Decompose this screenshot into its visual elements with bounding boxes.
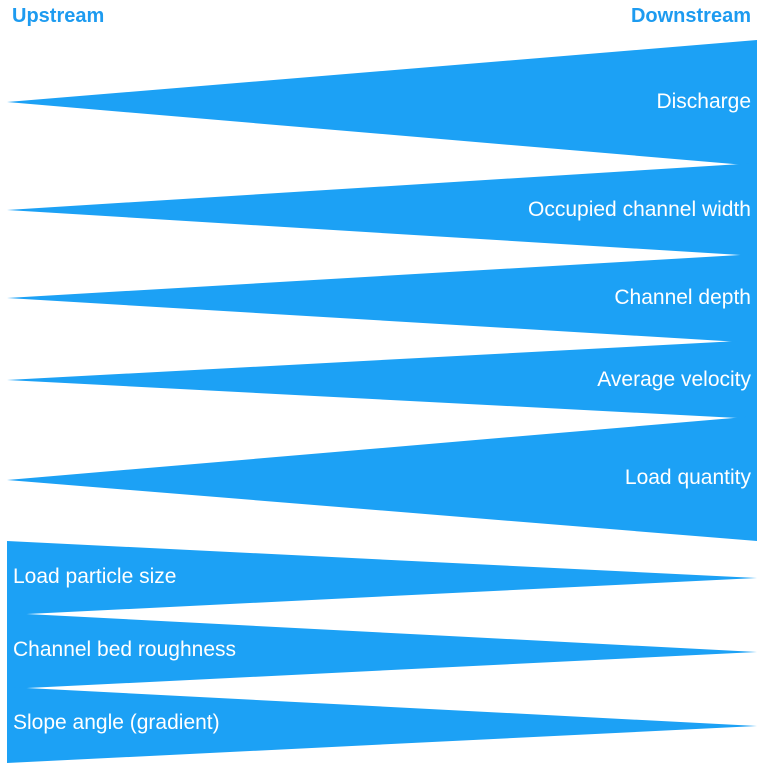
wedge-channel-depth: Channel depth (7, 254, 757, 343)
wedge-occupied-channel-width: Occupied channel width (7, 163, 757, 256)
wedge-load-quantity: Load quantity (7, 416, 757, 541)
wedge-channel-depth-shape (7, 254, 757, 343)
wedge-channel-depth-label: Channel depth (614, 286, 751, 309)
wedge-occupied-channel-width-shape (7, 163, 757, 256)
wedge-occupied-channel-width-label: Occupied channel width (528, 198, 751, 221)
wedge-load-quantity-label: Load quantity (625, 466, 752, 489)
wedge-slope-angle: Slope angle (gradient) (7, 687, 757, 763)
wedge-average-velocity-label: Average velocity (597, 368, 751, 391)
wedge-load-particle-size-shape (7, 541, 757, 615)
wedge-load-quantity-shape (7, 416, 757, 541)
wedge-load-particle-size-label: Load particle size (13, 565, 176, 588)
wedge-slope-angle-label: Slope angle (gradient) (13, 711, 220, 734)
wedge-slope-angle-shape (7, 687, 757, 763)
wedge-average-velocity-shape (7, 340, 757, 419)
wedge-channel-bed-roughness-shape (7, 613, 757, 689)
wedge-load-particle-size: Load particle size (7, 541, 757, 615)
downstream-heading: Downstream (630, 5, 751, 27)
wedge-channel-bed-roughness: Channel bed roughness (7, 613, 757, 689)
wedge-discharge-label: Discharge (656, 90, 751, 113)
wedge-channel-bed-roughness-label: Channel bed roughness (13, 638, 236, 661)
wedge-discharge-shape (7, 40, 757, 166)
upstream-heading: Upstream (12, 5, 105, 27)
wedge-discharge: Discharge (7, 40, 757, 166)
wedge-average-velocity: Average velocity (7, 340, 757, 419)
